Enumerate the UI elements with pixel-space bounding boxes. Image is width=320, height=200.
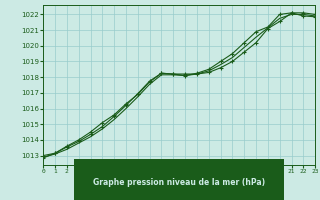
X-axis label: Graphe pression niveau de la mer (hPa): Graphe pression niveau de la mer (hPa): [93, 178, 265, 187]
